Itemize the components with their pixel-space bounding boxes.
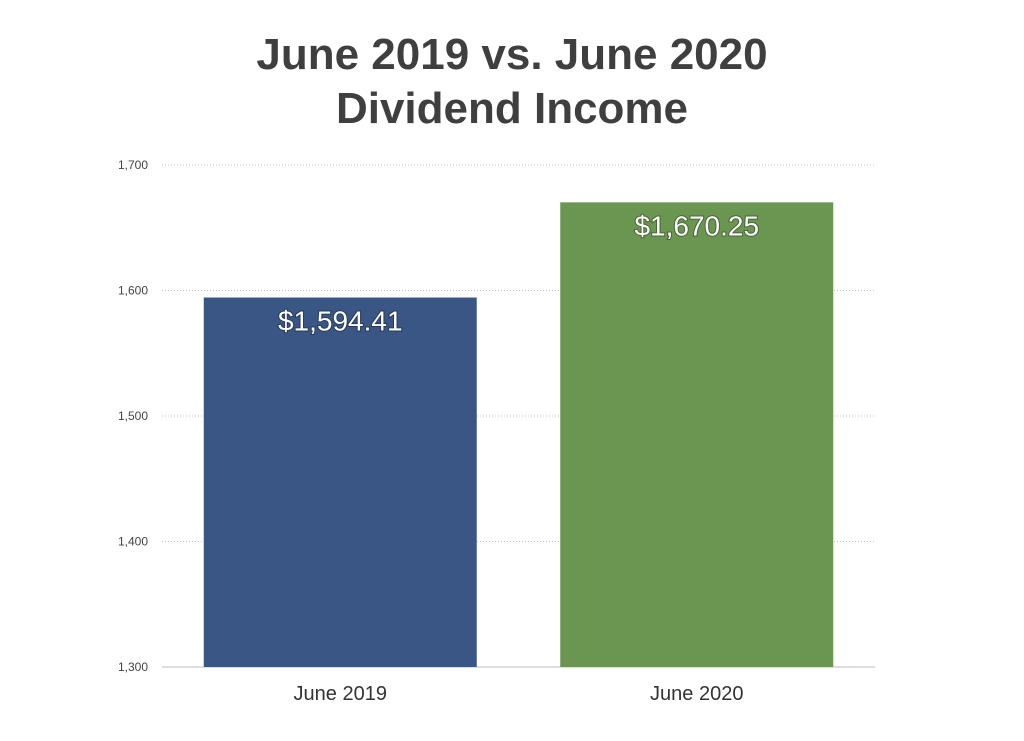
bar-value-label: $1,670.25 [634, 210, 759, 241]
bar [203, 297, 477, 667]
y-tick-label: 1,300 [118, 660, 148, 674]
bar-value-label: $1,594.41 [278, 306, 403, 337]
chart-title-line-2: Dividend Income [335, 84, 689, 133]
x-category-label: June 2020 [650, 683, 743, 705]
chart-title: June 2019 vs. June 2020 Dividend Income [0, 28, 1024, 136]
x-category-label: June 2019 [294, 683, 387, 705]
bar [560, 202, 834, 667]
y-tick-label: 1,400 [118, 535, 148, 549]
y-tick-label: 1,600 [118, 284, 148, 298]
y-tick-label: 1,500 [118, 409, 148, 423]
chart-title-line-1: June 2019 vs. June 2020 [256, 30, 768, 79]
y-tick-label: 1,700 [118, 158, 148, 172]
